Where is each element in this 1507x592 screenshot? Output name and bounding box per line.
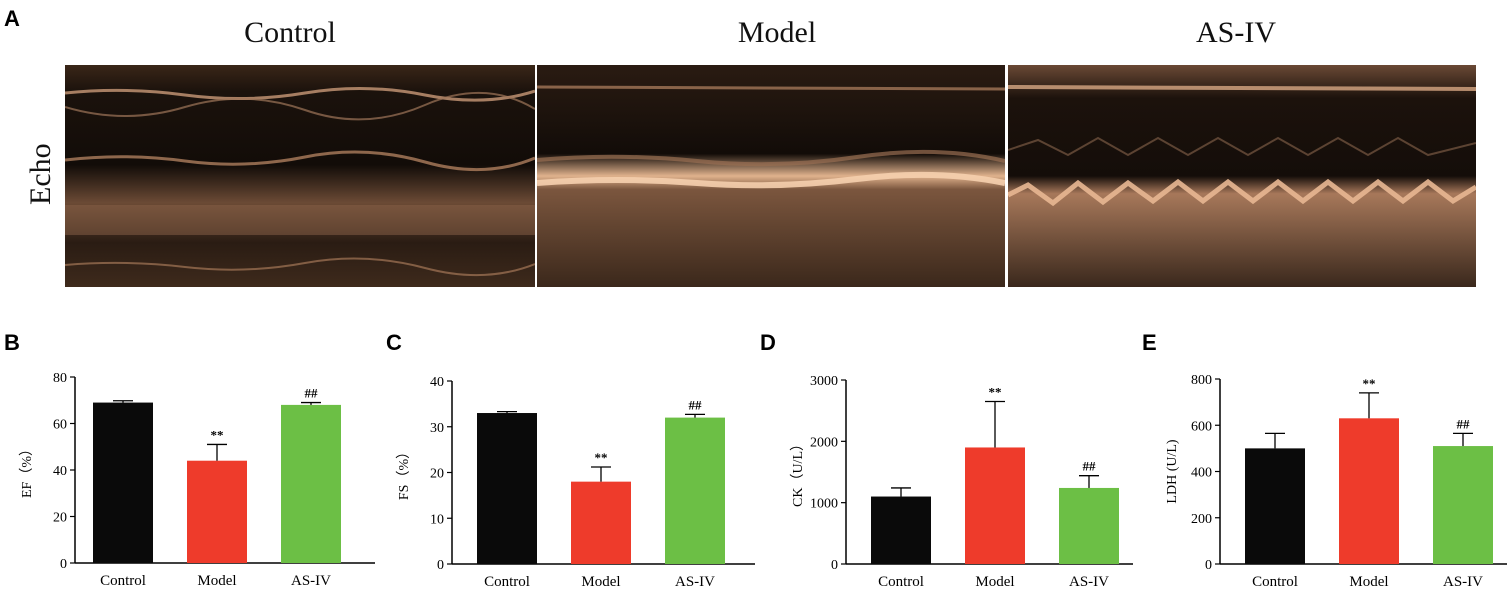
- bar-model: [187, 460, 247, 563]
- x-tick-label: Control: [100, 573, 146, 589]
- x-tick-label: AS-IV: [1069, 574, 1109, 590]
- y-axis-label: EF（%）: [19, 442, 35, 498]
- y-tick-label: 20: [430, 467, 444, 482]
- significance-label: ##: [1457, 416, 1471, 431]
- y-tick-label: 400: [1191, 466, 1212, 481]
- bar-as-iv: [1433, 446, 1493, 564]
- bar-as-iv: [665, 417, 725, 564]
- echo-image-model: [537, 65, 1005, 287]
- x-tick-label: Model: [975, 574, 1014, 590]
- significance-label: ##: [689, 397, 703, 412]
- x-tick-label: Model: [1349, 574, 1388, 590]
- bar-control: [93, 402, 153, 563]
- x-tick-label: Control: [484, 574, 530, 590]
- bar-control: [477, 413, 537, 564]
- y-tick-label: 2000: [810, 435, 838, 450]
- echo-image-control: [65, 65, 535, 287]
- chart-fs: 0 10 20 30 40 FS（%） Control ** Model ## AS-IV: [396, 375, 755, 590]
- echo-image-asiv: [1008, 65, 1476, 287]
- echo-row-label: Echo: [24, 143, 57, 205]
- panel-letter-c: C: [386, 330, 402, 355]
- bar-model: [1339, 418, 1399, 564]
- bar-as-iv: [1059, 487, 1119, 564]
- x-tick-label: Model: [197, 573, 236, 589]
- significance-label: **: [211, 427, 224, 442]
- y-tick-label: 0: [60, 557, 67, 572]
- x-tick-label: AS-IV: [675, 574, 715, 590]
- y-tick-label: 600: [1191, 419, 1212, 434]
- y-axis-label: LDH (U/L): [1165, 439, 1180, 503]
- significance-label: **: [595, 450, 608, 465]
- significance-label: **: [989, 384, 1002, 399]
- x-tick-label: AS-IV: [1443, 574, 1483, 590]
- panel-letter-e: E: [1142, 330, 1157, 355]
- y-tick-label: 3000: [810, 374, 838, 389]
- y-axis-label: CK（U/L）: [790, 437, 806, 507]
- x-tick-label: Model: [581, 574, 620, 590]
- x-tick-label: AS-IV: [291, 573, 331, 589]
- bar-as-iv: [281, 404, 341, 563]
- bar-control: [871, 496, 931, 564]
- panel-letter-d: D: [760, 330, 776, 355]
- y-tick-label: 0: [831, 558, 838, 573]
- y-tick-label: 0: [437, 558, 444, 573]
- y-tick-label: 80: [53, 371, 67, 386]
- significance-label: ##: [1083, 459, 1097, 474]
- y-tick-label: 200: [1191, 512, 1212, 527]
- bar-model: [571, 481, 631, 564]
- panel-letter-a: A: [4, 6, 20, 31]
- echo-title-model: Model: [737, 16, 817, 49]
- significance-label: **: [1363, 376, 1376, 391]
- chart-ef: 0 20 40 60 80 EF（%） Control ** Model ## AS-IV: [19, 371, 375, 589]
- y-tick-label: 20: [53, 511, 67, 526]
- x-tick-label: Control: [1252, 574, 1298, 590]
- y-tick-label: 40: [53, 464, 67, 479]
- y-tick-label: 30: [430, 421, 444, 436]
- panel-letter-b: B: [4, 330, 20, 355]
- y-tick-label: 0: [1205, 558, 1212, 573]
- echo-title-control: Control: [244, 16, 336, 49]
- x-tick-label: Control: [878, 574, 924, 590]
- bar-control: [1245, 448, 1305, 564]
- bar-model: [965, 447, 1025, 564]
- echo-title-asiv: AS-IV: [1196, 16, 1276, 49]
- chart-ck: 0 1000 2000 3000 CK（U/L） Control ** Model ## AS-I…: [790, 374, 1133, 590]
- y-axis-label: FS（%）: [396, 445, 412, 500]
- y-tick-label: 800: [1191, 373, 1212, 388]
- y-tick-label: 60: [53, 418, 67, 433]
- significance-label: ##: [305, 386, 319, 401]
- y-tick-label: 1000: [810, 497, 838, 512]
- chart-ldh: 0 200 400 600 800 LDH (U/L) Control ** Model ## AS…: [1165, 373, 1507, 590]
- y-tick-label: 40: [430, 375, 444, 390]
- y-tick-label: 10: [430, 512, 444, 527]
